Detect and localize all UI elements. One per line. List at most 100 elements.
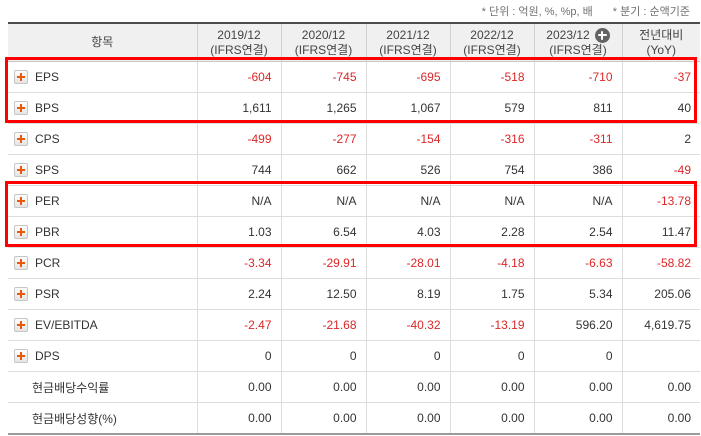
column-header-2021: 2021/12 (IFRS연결) — [365, 22, 450, 62]
table-row: EPS -604 -745 -695 -518 -710 -37 — [8, 61, 700, 93]
column-header-2019: 2019/12 (IFRS연결) — [196, 22, 281, 62]
expand-row-plus-icon[interactable] — [14, 286, 28, 301]
value-cell: 0.00 — [280, 371, 366, 403]
expand-row-plus-icon[interactable] — [14, 193, 28, 208]
expand-row-plus-icon[interactable] — [14, 317, 28, 332]
value-cell: -49 — [621, 154, 700, 186]
value-cell: 0 — [196, 340, 281, 372]
value-cell: 744 — [196, 154, 281, 186]
add-column-icon[interactable] — [594, 27, 610, 43]
row-label-cell: DPS — [8, 340, 197, 372]
column-header-item: 항목 — [8, 22, 197, 62]
row-label-cell: EV/EBITDA — [8, 309, 197, 341]
value-cell: 0.00 — [196, 402, 281, 435]
column-header-2022: 2022/12 (IFRS연결) — [449, 22, 534, 62]
metrics-table-body: EPS -604 -745 -695 -518 -710 -37 BPS 1,611 1,265 1… — [8, 61, 700, 435]
value-cell: -13.19 — [449, 309, 534, 341]
expand-row-plus-icon[interactable] — [14, 100, 28, 115]
value-cell: -37 — [621, 61, 700, 93]
value-cell: 205.06 — [621, 278, 700, 310]
value-cell: 0.00 — [196, 371, 281, 403]
row-label-cell: PSR — [8, 278, 197, 310]
value-cell: -745 — [280, 61, 366, 93]
table-row: 현금배당성향(%) 0.00 0.00 0.00 0.00 0.00 0.00 — [8, 402, 700, 435]
row-label: CPS — [35, 132, 60, 146]
value-cell: -58.82 — [621, 247, 700, 279]
value-cell: 6.54 — [280, 216, 366, 248]
value-cell: 5.34 — [533, 278, 622, 310]
row-label: PER — [35, 194, 60, 208]
value-cell: -710 — [533, 61, 622, 93]
value-cell: 579 — [449, 92, 534, 124]
value-cell: 0 — [365, 340, 450, 372]
metrics-table-header: 항목 2019/12 (IFRS연결) 2020/12 (IFRS연결) 202… — [8, 22, 700, 62]
value-cell: -311 — [533, 123, 622, 155]
value-cell: 40 — [621, 92, 700, 124]
table-notes: * 단위 : 억원, %, %p, 배 * 분기 : 순액기준 — [482, 3, 690, 19]
value-cell: 0 — [449, 340, 534, 372]
value-cell: -154 — [365, 123, 450, 155]
table-row: PBR 1.03 6.54 4.03 2.28 2.54 11.47 — [8, 216, 700, 248]
row-label: PBR — [35, 225, 60, 239]
value-cell: -316 — [449, 123, 534, 155]
value-cell: 11.47 — [621, 216, 700, 248]
value-cell: N/A — [449, 185, 534, 217]
value-cell: 8.19 — [365, 278, 450, 310]
value-cell: 12.50 — [280, 278, 366, 310]
value-cell: 4.03 — [365, 216, 450, 248]
value-cell: -518 — [449, 61, 534, 93]
row-label: DPS — [35, 349, 60, 363]
value-cell: 526 — [365, 154, 450, 186]
value-cell: 2 — [621, 123, 700, 155]
expand-row-plus-icon[interactable] — [14, 348, 28, 363]
table-row: PSR 2.24 12.50 8.19 1.75 5.34 205.06 — [8, 278, 700, 310]
value-cell: 754 — [449, 154, 534, 186]
table-row: SPS 744 662 526 754 386 -49 — [8, 154, 700, 186]
value-cell: -6.63 — [533, 247, 622, 279]
value-cell: N/A — [196, 185, 281, 217]
row-label: PSR — [35, 287, 60, 301]
row-label: EV/EBITDA — [35, 318, 98, 332]
value-cell: 2.24 — [196, 278, 281, 310]
row-label: 현금배당성향(%) — [32, 411, 117, 426]
value-cell: 0.00 — [449, 371, 534, 403]
expand-row-plus-icon[interactable] — [14, 162, 28, 177]
value-cell: -13.78 — [621, 185, 700, 217]
expand-row-plus-icon[interactable] — [14, 224, 28, 239]
value-cell: 0.00 — [449, 402, 534, 435]
value-cell: N/A — [533, 185, 622, 217]
value-cell: 0.00 — [621, 371, 700, 403]
expand-row-plus-icon[interactable] — [14, 69, 28, 84]
value-cell: -29.91 — [280, 247, 366, 279]
value-cell: 0 — [533, 340, 622, 372]
value-cell: N/A — [365, 185, 450, 217]
column-header-2023: 2023/12 (IFRS연결) — [533, 22, 622, 62]
value-cell: 1.75 — [449, 278, 534, 310]
value-cell: 0.00 — [280, 402, 366, 435]
value-cell: 0.00 — [365, 402, 450, 435]
expand-row-plus-icon[interactable] — [14, 255, 28, 270]
basis-note: * 분기 : 순액기준 — [612, 6, 690, 18]
value-cell: N/A — [280, 185, 366, 217]
expand-row-plus-icon[interactable] — [14, 131, 28, 146]
row-label: SPS — [35, 163, 60, 177]
table-row: PER N/A N/A N/A N/A N/A -13.78 — [8, 185, 700, 217]
row-label-cell: BPS — [8, 92, 197, 124]
table-row: PCR -3.34 -29.91 -28.01 -4.18 -6.63 -58.82 — [8, 247, 700, 279]
value-cell: 0.00 — [533, 371, 622, 403]
value-cell: 2.28 — [449, 216, 534, 248]
value-cell: -40.32 — [365, 309, 450, 341]
value-cell: 1,265 — [280, 92, 366, 124]
value-cell: 0.00 — [365, 371, 450, 403]
value-cell: 811 — [533, 92, 622, 124]
value-cell: -277 — [280, 123, 366, 155]
table-row: BPS 1,611 1,265 1,067 579 811 40 — [8, 92, 700, 124]
row-label-cell: 현금배당성향(%) — [8, 402, 197, 435]
value-cell: -695 — [365, 61, 450, 93]
value-cell: 1,611 — [196, 92, 281, 124]
value-cell: 0.00 — [533, 402, 622, 435]
value-cell: 4,619.75 — [621, 309, 700, 341]
row-label: 현금배당수익률 — [32, 380, 110, 395]
value-cell: -28.01 — [365, 247, 450, 279]
